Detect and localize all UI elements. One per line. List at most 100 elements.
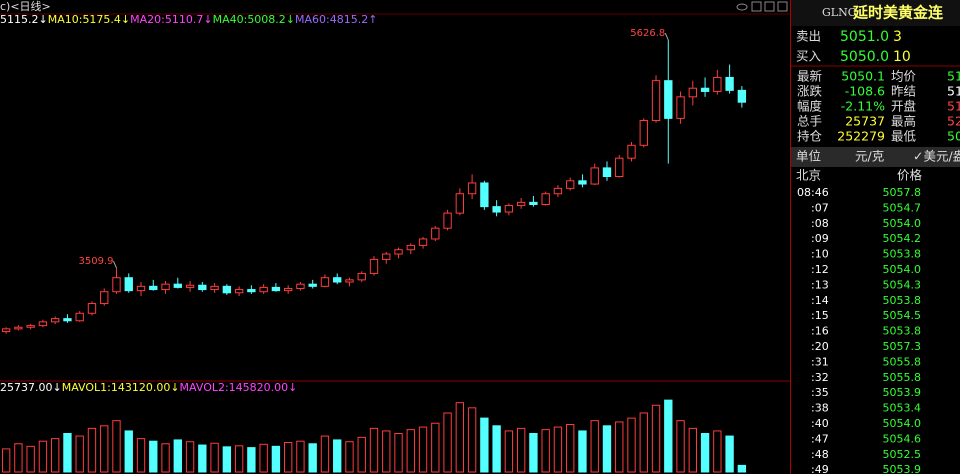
candle-body (504, 205, 514, 213)
volume-bar (38, 440, 48, 473)
candle-body (688, 87, 697, 98)
candle-body (737, 89, 747, 103)
candle-body (210, 285, 219, 291)
candle-body (320, 277, 330, 287)
book-size: 10 (893, 49, 911, 65)
volume-bar (87, 427, 97, 473)
high-leader (664, 32, 669, 41)
candle-body (602, 167, 612, 178)
candle-body (63, 318, 72, 322)
candle-body (136, 285, 146, 292)
volume-legend: 25737.00↓MAVOL1:143120.00↓MAVOL2:145820.… (0, 381, 297, 394)
unit-cny[interactable]: 元/克 (855, 149, 884, 164)
high-annotation: 3509.9 (78, 256, 113, 267)
stat-value: 50 (947, 129, 960, 144)
candle-body (112, 277, 121, 293)
stat-value: 51 (947, 69, 960, 84)
candle-body (394, 249, 403, 255)
volume-bar (75, 435, 84, 473)
legend-item: MAVOL1:143120.00↓ (62, 381, 180, 394)
legend-item: MA60:4815.2↑ (295, 13, 377, 26)
candle-body (566, 180, 575, 189)
volume-bar (725, 435, 734, 473)
volume-bar (149, 440, 158, 473)
trade-time: :07 (811, 201, 829, 214)
high-annotation: 5626.8 (630, 28, 665, 39)
volume-bar (516, 427, 526, 473)
stat-label: 幅度 (797, 99, 823, 114)
volume-bar (418, 426, 428, 473)
ticks-time-header: 北京 (796, 168, 821, 183)
stat-value: 5050.1 (841, 69, 885, 84)
volume-bar (173, 439, 182, 473)
candle-body (357, 272, 366, 281)
volume-bar (688, 427, 697, 473)
close-icon[interactable] (777, 1, 788, 12)
book-price: 5051.0 (840, 29, 889, 45)
legend-item: MA40:5008.2↓ (213, 13, 295, 26)
volume-bar (553, 426, 563, 473)
grid-icon[interactable] (751, 1, 762, 12)
volume-bar (100, 425, 109, 473)
volume-bar (185, 441, 195, 473)
volume-bar (639, 412, 648, 473)
trade-time: :35 (811, 386, 829, 399)
volume-bar (14, 443, 23, 473)
unit-usd[interactable]: ✓美元/盎 (913, 149, 960, 164)
trade-price: 5055.8 (883, 371, 922, 384)
candle-body (259, 286, 268, 293)
layout-icon[interactable] (764, 1, 775, 12)
stat-label: 持仓 (797, 129, 823, 144)
candle-body (529, 201, 538, 205)
stat-value: 52 (947, 114, 960, 129)
volume-bar (700, 433, 710, 473)
stat-label: 开盘 (891, 99, 916, 114)
trade-time: :08 (811, 217, 829, 230)
trade-price: 5054.7 (883, 201, 922, 214)
volume-bar (247, 447, 256, 473)
volume-bar (406, 429, 415, 473)
volume-bar (492, 425, 501, 473)
stat-label: 涨跌 (797, 84, 823, 99)
book-label: 卖出 (796, 29, 821, 44)
volume-bar (615, 421, 624, 473)
candle-body (247, 289, 256, 293)
legend-item: MA20:5110.7↓ (130, 13, 212, 26)
volume-bar (308, 443, 317, 473)
trade-time: :40 (811, 417, 829, 430)
volume-bar (627, 417, 636, 473)
volume-bar (369, 427, 379, 473)
trade-time: :48 (811, 448, 829, 461)
volume-bar (431, 422, 440, 473)
volume-bar (136, 438, 146, 473)
legend-item: 5115.2↓ (0, 13, 48, 26)
trade-time: :38 (811, 402, 829, 415)
volume-bar (210, 442, 219, 473)
trade-time: :12 (811, 263, 829, 276)
candle-body (627, 144, 636, 159)
book-label: 买入 (796, 49, 822, 64)
unit-bar (791, 147, 960, 167)
symbol-code: GLNC (822, 6, 856, 19)
trade-price: 5054.0 (883, 217, 922, 230)
volume-bar (651, 404, 661, 473)
candle-body (492, 206, 501, 213)
candle-body (443, 212, 452, 229)
candle-body (100, 291, 109, 305)
candle-body (1, 328, 11, 333)
trade-time: :31 (811, 355, 829, 368)
volume-bar (480, 417, 489, 473)
volume-bar (590, 420, 599, 473)
trade-price: 5054.5 (883, 309, 922, 322)
ma-legend: 5115.2↓MA10:5175.4↓MA20:5110.7↓MA40:5008… (0, 13, 377, 26)
candle-body (198, 284, 207, 291)
eye-icon[interactable] (736, 3, 748, 11)
trade-time: :47 (811, 432, 829, 445)
candle-body (431, 227, 440, 240)
toolbar-icons[interactable] (736, 1, 788, 12)
period-label[interactable]: c)<日线> (0, 0, 51, 13)
candle-body (455, 193, 465, 214)
stat-value: 25737 (845, 114, 885, 129)
candle-body (418, 238, 428, 246)
candle-body (615, 157, 624, 178)
